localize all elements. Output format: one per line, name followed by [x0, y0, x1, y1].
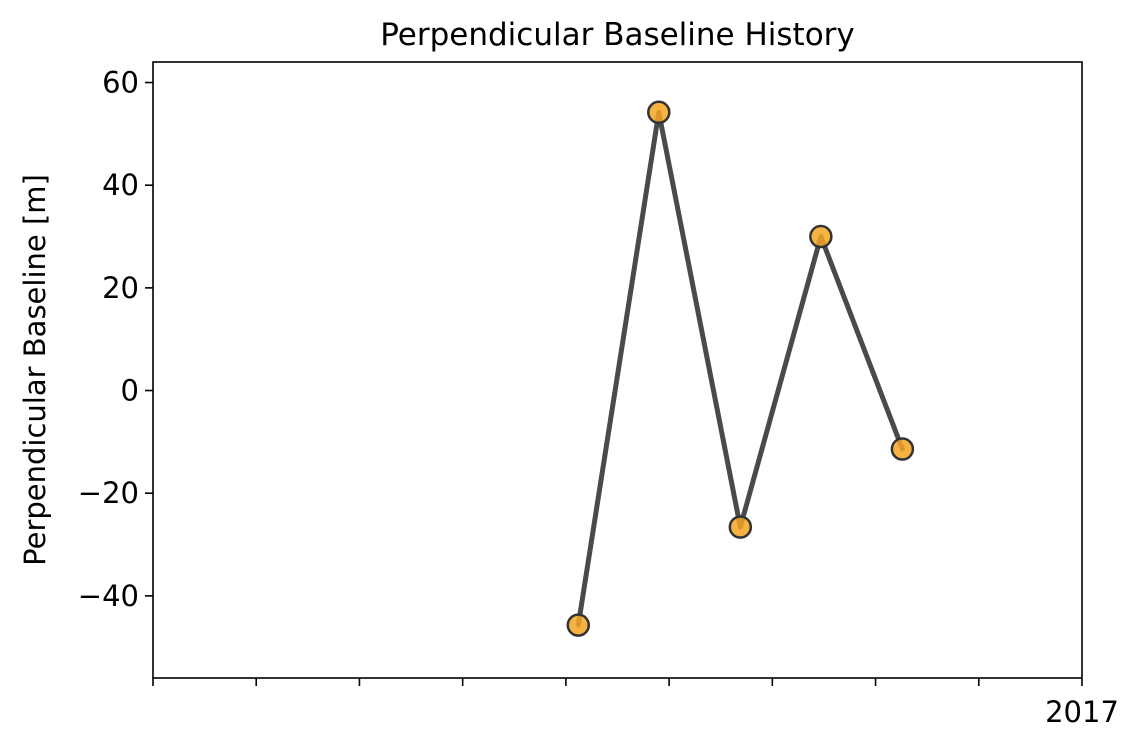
x-axis: 2017 — [152, 678, 1119, 729]
y-tick-label: 20 — [102, 271, 139, 305]
data-point — [809, 224, 833, 249]
y-tick-label: −20 — [78, 476, 139, 510]
data-point — [728, 515, 753, 539]
x-tick-label: 2017 — [1045, 695, 1119, 729]
y-axis-label: Perpendicular Baseline [m] — [18, 174, 52, 566]
plot-frame — [152, 61, 1083, 679]
data-point — [566, 613, 591, 637]
series-line — [575, 109, 905, 628]
y-tick-label: 60 — [102, 66, 139, 100]
chart-title: Perpendicular Baseline History — [380, 17, 855, 53]
series-group — [566, 100, 915, 637]
y-axis: −40 −20 0 20 40 60 — [78, 66, 153, 613]
data-point — [890, 437, 915, 461]
y-tick-label: 40 — [102, 168, 139, 202]
y-tick-label: −40 — [78, 579, 139, 613]
y-tick-label: 0 — [121, 374, 139, 408]
data-point — [647, 100, 671, 125]
